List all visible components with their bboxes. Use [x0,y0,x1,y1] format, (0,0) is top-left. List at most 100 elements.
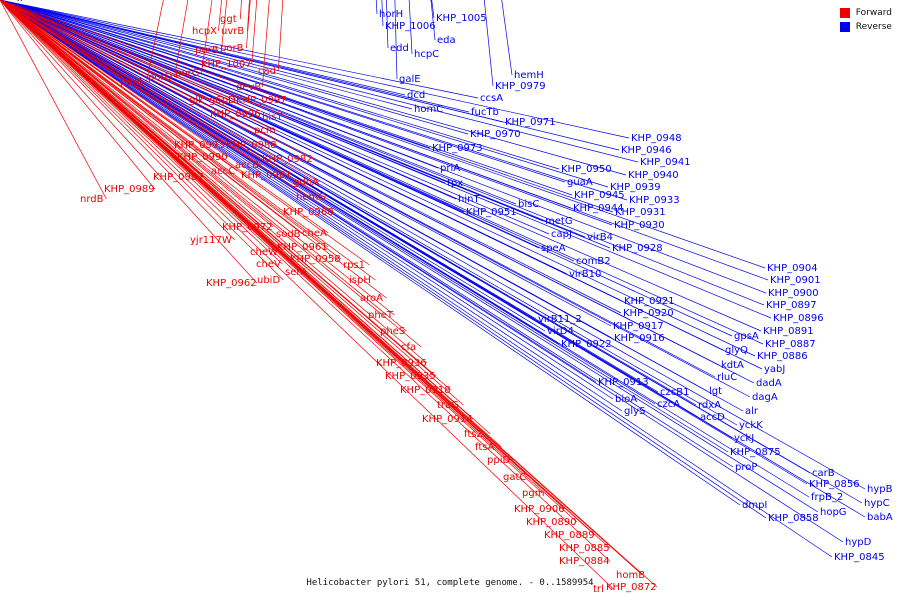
gene-label-gale: galE [399,74,421,85]
gene-label-khp-0896: KHP_0896 [773,313,824,324]
connector-ubid [0,0,284,281]
tick-label: 940 kbp [0,0,21,2]
gene-label-bioa: bioA [615,394,637,405]
connector-edd [386,0,389,49]
connector-nrdb [0,0,107,200]
connector-uvrb [247,0,250,32]
connector-ccsa [0,0,479,99]
gene-label-bisc: bisC [518,199,539,210]
gene-label-lgt: lgt [709,386,722,397]
gene-label-hint: hinT [458,194,480,205]
connector-homc [0,0,413,110]
gene-label-hemg: hemG [296,192,326,203]
tick-label: 920 kbp [0,0,21,2]
connector-cad [277,0,284,72]
gene-label-trag: traG [437,400,459,411]
gene-label-khp-0981: KHP_0981 [241,170,292,181]
gene-label-khp-0951: KHP_0951 [466,207,517,218]
gene-label-isph: ispH [349,275,371,286]
gene-label-devb: devB [236,82,261,93]
gene-label-khp-0972: KHP_0972 [222,222,273,233]
connector-hist [0,0,289,118]
gene-label-khp-0936: KHP_0936 [376,358,427,369]
gene-label-khp-0917: KHP_0917 [613,321,664,332]
gene-label-sodb: sodB [276,229,301,240]
gene-label-hypb: hypB [867,484,893,495]
gene-label-glyq: glyQ [725,345,748,356]
gene-label-eda: eda [437,35,456,46]
connector-hopg [0,0,819,513]
connector-yckk [0,0,738,426]
gene-label-khp-0935: KHP_0935 [385,371,436,382]
connector-hypc [0,0,863,504]
connector-khp-0901 [0,0,769,281]
connector-isph [0,0,376,281]
gene-label-pgm: pgm [522,488,544,499]
gene-label-spea: speA [541,243,566,254]
gene-label-pord: porD [148,72,173,83]
gene-label-khp-1005: KHP_1005 [436,13,487,24]
gene-label-gdha: gdhA [293,177,319,188]
gene-label-khp-0948: KHP_0948 [631,133,682,144]
connector-khp-0941 [0,0,639,163]
gene-label-homc: homC [414,104,443,115]
tick-label: 1040 kbp [0,0,24,2]
connector-khp-0900 [0,0,767,294]
legend-item-reverse: Reverse [839,22,892,32]
gene-label-dmpi: dmpI [742,500,767,511]
gene-label-khp-0889: KHP_0889 [544,530,595,541]
gene-label-metg: metG [545,216,573,227]
gene-label-yjr117w: yjr117W [190,235,232,246]
gene-label-khp-0962: KHP_0962 [206,278,257,289]
gene-label-yckk: yckK [739,420,763,431]
gene-label-khp-0890: KHP_0890 [526,517,577,528]
tick-label: 1000 kbp [0,0,24,2]
gene-label-hcpc: hcpC [414,49,439,60]
connector-gpsa [0,0,733,337]
gene-label-virb10: virB10 [569,269,601,280]
gene-label-guaa: guaA [567,177,593,188]
gene-label-khp-1007: KHP_1007 [201,59,252,70]
gene-label-chev: cheV [256,259,281,270]
genome-caption: Helicobacter pylori 51, complete genome.… [306,578,594,588]
gene-label-capj: capJ [551,229,572,240]
gene-label-khp-0939: KHP_0939 [610,182,661,193]
gene-label-czcb1: czcB1 [660,387,689,398]
connector-chev [0,0,283,265]
connector-khp-0887 [0,0,764,345]
connector-ftsz [0,0,491,435]
gene-label-khp-0913: KHP_0913 [598,377,649,388]
gene-label-khp-0858: KHP_0858 [768,513,819,524]
gene-label-porg: porG [175,68,199,79]
gene-label-khp-0987: KHP_0987 [153,172,204,183]
connector-khp-0884 [0,0,611,562]
connector-khp-0945 [0,0,573,196]
scale-ticks: 1120 kbp1100 kbp1080 kbp1060 kbp1040 kbp… [0,0,24,2]
connector-trag [0,0,464,406]
gene-label-khp-0887: KHP_0887 [765,339,816,350]
gene-label-khp-0973: KHP_0973 [432,143,483,154]
connector-khp-0875 [0,0,729,453]
gene-label-khp-0971: KHP_0971 [505,117,556,128]
gene-label-cad: cad [258,66,276,77]
gene-label-ftsz: ftsZ [464,429,483,440]
tick-label: 1060 kbp [0,0,24,2]
gene-label-gatc: gatC [503,472,526,483]
gene-label-khp-0961: KHP_0961 [277,242,328,253]
connector-khp-0917 [0,0,612,327]
connector-khp-0996 [0,0,261,115]
gene-label-aroa: aroA [360,293,383,304]
connector-khp-0933 [0,0,628,201]
tick-label: 1100 kbp [0,0,24,2]
gene-label-comb2: comB2 [576,256,611,267]
gene-label-purb: purB [195,45,219,56]
connector-khp-0872 [0,0,658,588]
connector-phes [0,0,407,332]
gene-label-porb: porB [220,43,244,54]
gene-label-khp-0906: KHP_0906 [514,504,565,515]
connector-porb [246,0,251,49]
gene-label-phes: pheS [380,326,405,337]
gene-label-chew: cheW [250,247,278,258]
gene-label-g6pd: g6pD [209,95,236,106]
